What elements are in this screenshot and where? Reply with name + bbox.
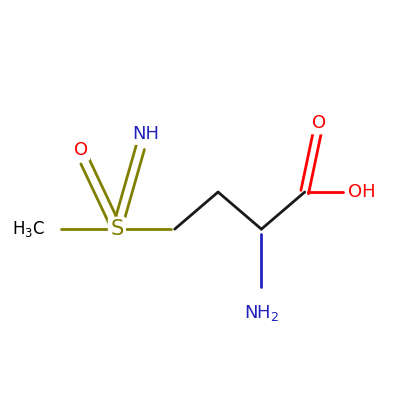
Text: OH: OH	[348, 183, 376, 201]
Text: O: O	[74, 141, 88, 159]
Text: H$_3$C: H$_3$C	[12, 219, 45, 239]
Text: NH$_2$: NH$_2$	[244, 303, 279, 323]
Text: NH: NH	[132, 125, 159, 143]
Text: O: O	[312, 114, 326, 132]
Text: S: S	[110, 219, 124, 239]
